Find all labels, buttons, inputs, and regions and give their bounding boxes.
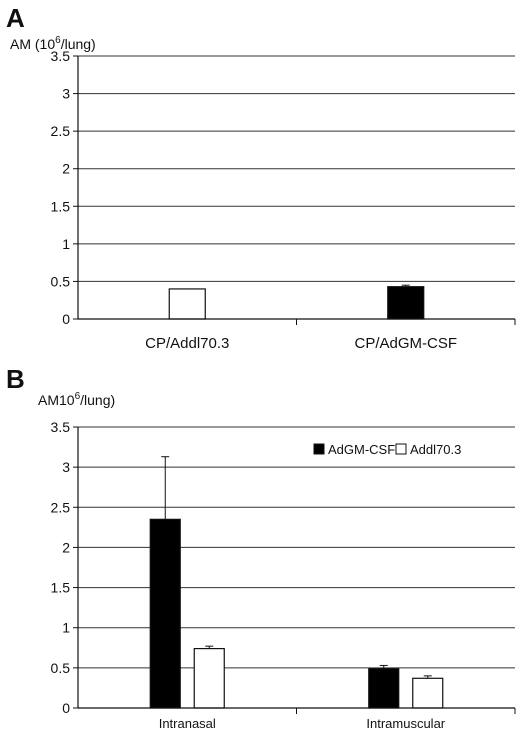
panel-a-y-ticks: 0 0.5 1 1.5 2 2.5 3 3.5: [51, 48, 78, 327]
panel-b-y-tick-label: 3: [62, 459, 70, 475]
panel-b-bar: [412, 677, 444, 709]
panel-b-y-axis-label: AM106/lung): [38, 391, 115, 408]
panel-b-y-tick-label: 3.5: [51, 419, 71, 435]
panel-b-y-tick-label: 0.5: [51, 660, 71, 676]
panel-b-category-label: Intramuscular: [366, 716, 445, 731]
panel-b-bars: [149, 456, 444, 709]
panel-b-bar: [193, 647, 225, 709]
panel-a-y-tick-label: 1.5: [51, 198, 71, 214]
panel-b-legend: AdGM-CSF Addl70.3: [313, 442, 461, 457]
panel-b-y-tick-label: 2.5: [51, 499, 71, 515]
panel-a-letter: A: [6, 3, 25, 33]
panel-b-y-tick-label: 1.5: [51, 580, 71, 596]
panel-a-x-categories: CP/Addl70.3 CP/AdGM-CSF: [145, 335, 457, 352]
panel-a-y-tick-label: 0: [62, 311, 70, 327]
panel-b-y-tick-label: 0: [62, 700, 70, 716]
panel-a-y-tick-label: 2.5: [51, 123, 71, 139]
panel-b-y-tick-label: 1: [62, 620, 70, 636]
panel-b-gridlines: [78, 426, 515, 669]
panel-a-y-tick-label: 3.5: [51, 48, 71, 64]
panel-a-y-tick-label: 1: [62, 236, 70, 252]
panel-b-category-label: Intranasal: [159, 716, 216, 731]
panel-b-y-ticks: 0 0.5 1 1.5 2 2.5 3 3.5: [51, 419, 78, 716]
panel-a-y-axis-label: AM (106/lung): [10, 35, 96, 52]
panel-b-ylabel-superscript: 6: [75, 391, 81, 402]
panel-b-bar: [368, 668, 400, 709]
panel-a-gridlines: [78, 55, 515, 282]
panel-b-bar: [149, 518, 181, 709]
panel-b: B AM106/lung) 0 0.5 1 1.5 2 2.5 3 3.5 Intranasa…: [6, 364, 516, 731]
panel-b-legend-swatch: [313, 443, 325, 455]
panel-a-ylabel-suffix: /lung): [61, 36, 96, 52]
panel-b-letter: B: [6, 364, 25, 394]
panel-b-ylabel-suffix: /lung): [80, 392, 115, 408]
panel-b-x-categories: Intranasal Intramuscular: [159, 716, 446, 731]
panel-a-ylabel-prefix: AM (10: [10, 36, 55, 52]
panel-a-axes: [77, 56, 516, 325]
panel-a-ylabel-superscript: 6: [55, 35, 61, 46]
panel-b-legend-swatch: [395, 443, 407, 455]
panel-a-y-tick-label: 0.5: [51, 273, 71, 289]
panel-b-legend-label: AdGM-CSF: [328, 442, 395, 457]
panel-a-y-tick-label: 2: [62, 161, 70, 177]
panel-a-bar: [387, 286, 425, 320]
panel-b-legend-label: Addl70.3: [410, 442, 461, 457]
panel-a-category-label: CP/Addl70.3: [145, 335, 229, 352]
panel-b-ylabel-prefix: AM10: [38, 392, 75, 408]
panel-b-axes: [77, 427, 516, 714]
panel-a-y-tick-label: 3: [62, 86, 70, 102]
panel-a-bars: [168, 284, 425, 320]
panel-a-bar: [168, 288, 206, 320]
panel-b-y-tick-label: 2: [62, 539, 70, 555]
panel-a-category-label: CP/AdGM-CSF: [354, 335, 457, 352]
panel-a: A AM (106/lung) 0 0.5 1 1.5 2 2.5 3 3.5 CP/Addl…: [6, 3, 516, 352]
